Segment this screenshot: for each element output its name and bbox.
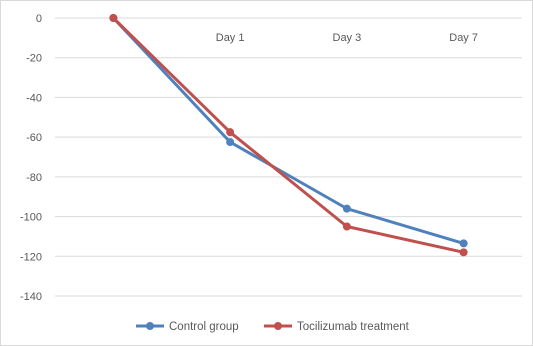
y-tick-label: -100 bbox=[20, 212, 42, 224]
series-1 bbox=[109, 14, 468, 257]
legend-swatch-marker bbox=[146, 322, 154, 330]
legend-label: Tocilizumab treatment bbox=[297, 321, 410, 333]
legend-swatch-marker bbox=[274, 322, 282, 330]
legend-item: Control group bbox=[136, 321, 239, 333]
legend-item: Tocilizumab treatment bbox=[264, 321, 410, 333]
series-layer bbox=[109, 14, 468, 257]
x-tick-label: Day 7 bbox=[449, 32, 478, 44]
data-point bbox=[226, 128, 235, 137]
y-tick-label: -80 bbox=[26, 172, 42, 184]
y-tick-label: -60 bbox=[26, 132, 42, 144]
legend: Control group Tocilizumab treatment bbox=[136, 321, 410, 333]
data-point bbox=[459, 239, 468, 248]
y-tick-label: -40 bbox=[26, 92, 42, 104]
series-line bbox=[111, 16, 466, 245]
data-point bbox=[109, 14, 118, 22]
x-tick-label: Day 1 bbox=[216, 32, 245, 44]
data-point bbox=[226, 138, 235, 147]
legend-label: Control group bbox=[169, 321, 239, 333]
x-tick-label: Day 3 bbox=[333, 32, 362, 44]
y-tick-label: -140 bbox=[20, 291, 42, 303]
y-tick-label: -120 bbox=[20, 251, 42, 263]
data-point bbox=[459, 248, 468, 257]
gridlines bbox=[55, 17, 522, 297]
data-point bbox=[342, 222, 351, 231]
y-axis-ticks: 0 -20 -40 -60 -80 -100 -120 -140 bbox=[20, 13, 42, 303]
y-tick-label: 0 bbox=[36, 13, 42, 25]
series-line bbox=[111, 16, 466, 254]
y-tick-label: -20 bbox=[26, 53, 42, 65]
x-axis-ticks: Day 1 Day 3 Day 7 bbox=[216, 32, 478, 44]
series-0 bbox=[109, 14, 468, 248]
data-point bbox=[342, 204, 351, 213]
